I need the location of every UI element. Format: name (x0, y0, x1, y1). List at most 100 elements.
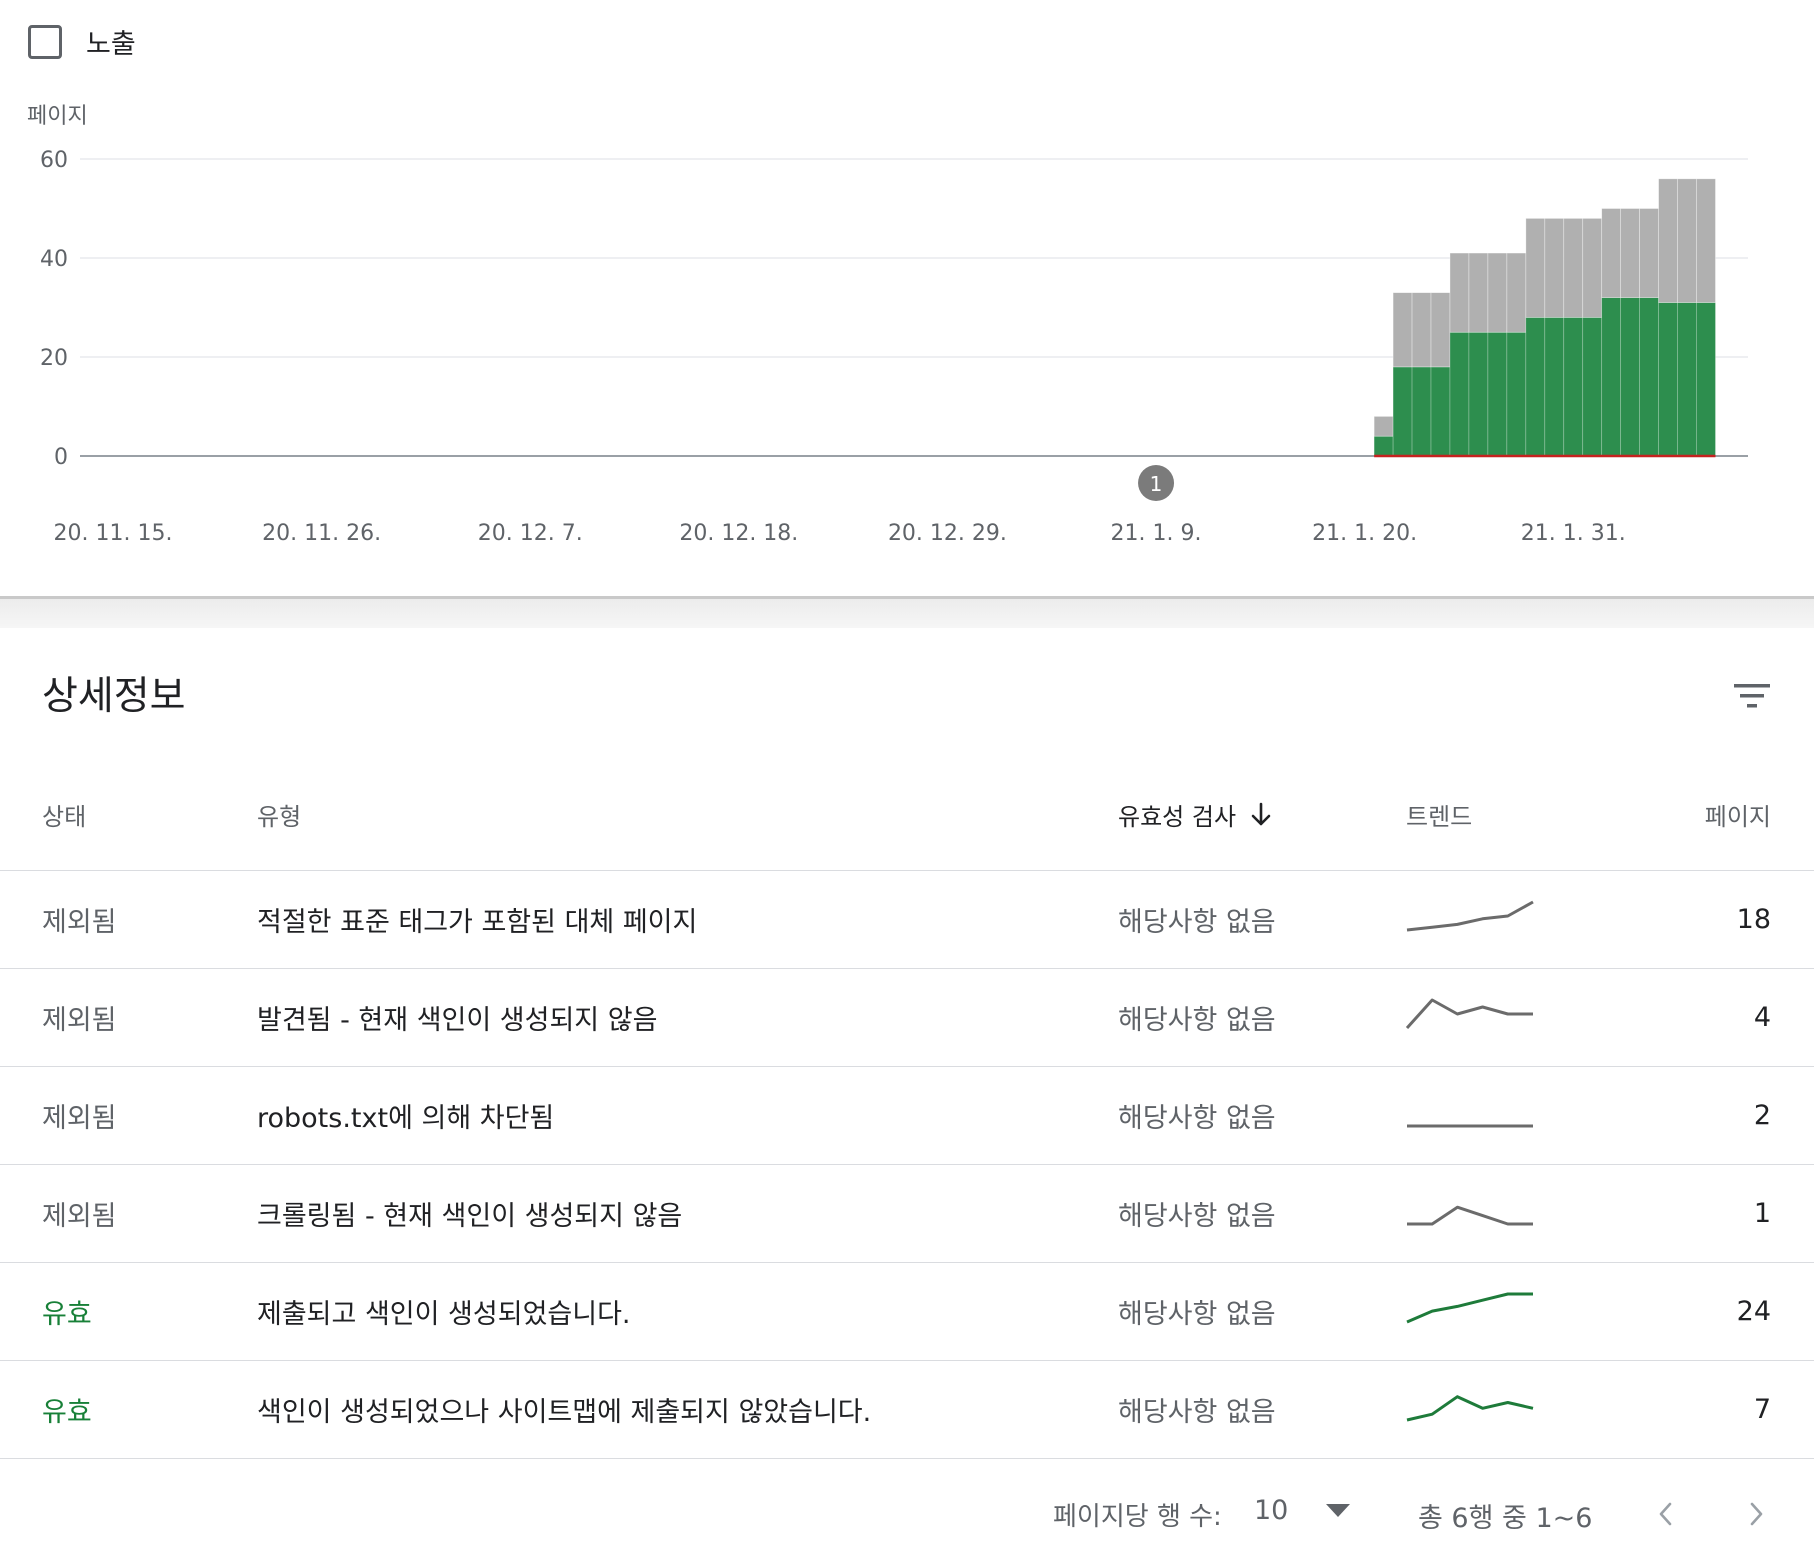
impressions-toggle[interactable]: 노출 (28, 22, 136, 61)
previous-page-button[interactable] (1642, 1490, 1690, 1538)
trend-line (1406, 1395, 1534, 1422)
bar-excluded (1677, 178, 1697, 303)
bar-excluded (1696, 178, 1716, 303)
row-validation: 해당사항 없음 (1118, 1262, 1406, 1361)
impressions-checkbox[interactable] (28, 24, 62, 59)
bar-valid (1563, 317, 1584, 457)
trend-sparkline (1406, 1395, 1534, 1422)
row-pages-count: 7 (1656, 1360, 1814, 1459)
annotation-label: 1 (1150, 472, 1163, 496)
row-trend-cell (1406, 1360, 1656, 1459)
row-type: 크롤링됨 - 현재 색인이 생성되지 않음 (257, 1164, 1118, 1263)
row-validation: 해당사항 없음 (1118, 1066, 1406, 1165)
details-table: 상태 유형 유효성 검사 트렌드 페이지 제외됨 적절한 표준 태그가 포함된 대… (0, 758, 1814, 1459)
next-page-button[interactable] (1732, 1490, 1780, 1538)
trend-sparkline (1407, 1205, 1533, 1226)
bar-valid (1525, 317, 1546, 457)
bar-excluded (1620, 208, 1640, 298)
row-pages-count: 1 (1656, 1164, 1814, 1263)
table-row[interactable]: 제외됨 발견됨 - 현재 색인이 생성되지 않음 해당사항 없음 4 (0, 968, 1814, 1067)
pages-bar-chart: 페이지 0 20 40 60 20. 11. 15. 20. 11. 26. 20. 12. … (27, 104, 1748, 546)
row-type: 적절한 표준 태그가 포함된 대체 페이지 (257, 870, 1118, 969)
column-header-validation-label: 유효성 검사 (1118, 802, 1237, 831)
row-status: 제외됨 (0, 1164, 257, 1263)
bar-valid (1449, 331, 1470, 457)
bar-valid (1468, 331, 1489, 457)
table-row[interactable]: 제외됨 크롤링됨 - 현재 색인이 생성되지 않음 해당사항 없음 1 (0, 1164, 1814, 1263)
chevron-left-icon (1659, 1502, 1672, 1526)
bar-valid (1544, 317, 1565, 457)
bar-valid (1411, 366, 1432, 457)
filter-icon (1734, 684, 1770, 708)
row-type: 색인이 생성되었으나 사이트맵에 제출되지 않았습니다. (257, 1360, 1118, 1459)
rows-per-page-label: 페이지당 행 수: (1053, 1502, 1222, 1532)
table-row[interactable]: 유효 제출되고 색인이 생성되었습니다. 해당사항 없음 24 (0, 1262, 1814, 1361)
chevron-right-icon (1750, 1502, 1763, 1526)
x-tick-label: 20. 11. 15. (54, 521, 173, 546)
details-title: 상세정보 (42, 674, 186, 719)
trend-line (1406, 1292, 1533, 1324)
bar-excluded (1525, 218, 1546, 318)
table-header-row: 상태 유형 유효성 검사 트렌드 페이지 (0, 758, 1814, 871)
row-status: 유효 (0, 1360, 257, 1459)
bar-excluded (1563, 218, 1584, 318)
y-tick-label: 0 (54, 445, 68, 470)
trend-sparkline (1407, 1124, 1533, 1128)
row-validation: 해당사항 없음 (1118, 870, 1406, 969)
bar-valid (1658, 302, 1678, 457)
row-status: 제외됨 (0, 968, 257, 1067)
bar-excluded (1582, 218, 1603, 318)
bar-excluded (1639, 208, 1659, 298)
bar-excluded (1392, 292, 1413, 368)
row-status: 유효 (0, 1262, 257, 1361)
x-tick-label: 20. 12. 18. (679, 521, 798, 546)
rows-per-page-value: 10 (1254, 1494, 1289, 1526)
bar-valid (1620, 297, 1640, 457)
bar-excluded (1411, 292, 1432, 368)
table-row[interactable]: 유효 색인이 생성되었으나 사이트맵에 제출되지 않았습니다. 해당사항 없음 7 (0, 1360, 1814, 1459)
bar-valid (1601, 297, 1622, 457)
row-pages-count: 18 (1656, 870, 1814, 969)
row-type: robots.txt에 의해 차단됨 (257, 1066, 1118, 1165)
dropdown-arrow-icon (1326, 1504, 1350, 1517)
row-status: 제외됨 (0, 1066, 257, 1165)
y-tick-label: 20 (40, 346, 68, 371)
x-tick-label: 21. 1. 20. (1312, 521, 1417, 546)
column-header-status[interactable]: 상태 (0, 758, 257, 871)
bar-excluded (1601, 208, 1622, 298)
impressions-label: 노출 (86, 29, 136, 60)
y-tick-label: 40 (40, 247, 68, 272)
bar-excluded (1658, 178, 1678, 303)
row-trend-cell (1406, 870, 1656, 969)
trend-line (1406, 900, 1534, 932)
row-pages-count: 2 (1656, 1066, 1814, 1165)
row-trend-cell (1406, 1262, 1656, 1361)
trend-sparkline (1405, 998, 1533, 1030)
filter-button[interactable] (1724, 668, 1780, 724)
bar-excluded (1506, 252, 1527, 333)
row-type: 발견됨 - 현재 색인이 생성되지 않음 (257, 968, 1118, 1067)
bar-valid (1506, 331, 1527, 457)
column-header-pages[interactable]: 페이지 (1656, 758, 1814, 871)
y-axis-label: 페이지 (27, 104, 88, 129)
bar-excluded (1487, 252, 1508, 333)
table-row[interactable]: 제외됨 robots.txt에 의해 차단됨 해당사항 없음 2 (0, 1066, 1814, 1165)
row-pages-count: 4 (1656, 968, 1814, 1067)
arrow-down-icon (1251, 802, 1271, 826)
row-pages-count: 24 (1656, 1262, 1814, 1361)
bar-excluded (1544, 218, 1565, 318)
table-row[interactable]: 제외됨 적절한 표준 태그가 포함된 대체 페이지 해당사항 없음 18 (0, 870, 1814, 969)
bar-valid (1582, 317, 1603, 457)
row-validation: 해당사항 없음 (1118, 968, 1406, 1067)
x-tick-label: 20. 12. 29. (888, 521, 1007, 546)
rows-per-page-select[interactable]: 10 (1254, 1490, 1358, 1530)
column-header-validation[interactable]: 유효성 검사 (1118, 758, 1406, 871)
trend-line (1405, 998, 1533, 1030)
x-tick-label: 21. 1. 31. (1521, 521, 1626, 546)
column-header-type[interactable]: 유형 (257, 758, 1118, 871)
annotation-marker[interactable] (1138, 465, 1175, 501)
x-tick-label: 21. 1. 9. (1111, 521, 1202, 546)
row-trend-cell (1406, 1066, 1656, 1165)
bar-excluded (1468, 252, 1489, 333)
column-header-trend[interactable]: 트렌드 (1406, 758, 1656, 871)
